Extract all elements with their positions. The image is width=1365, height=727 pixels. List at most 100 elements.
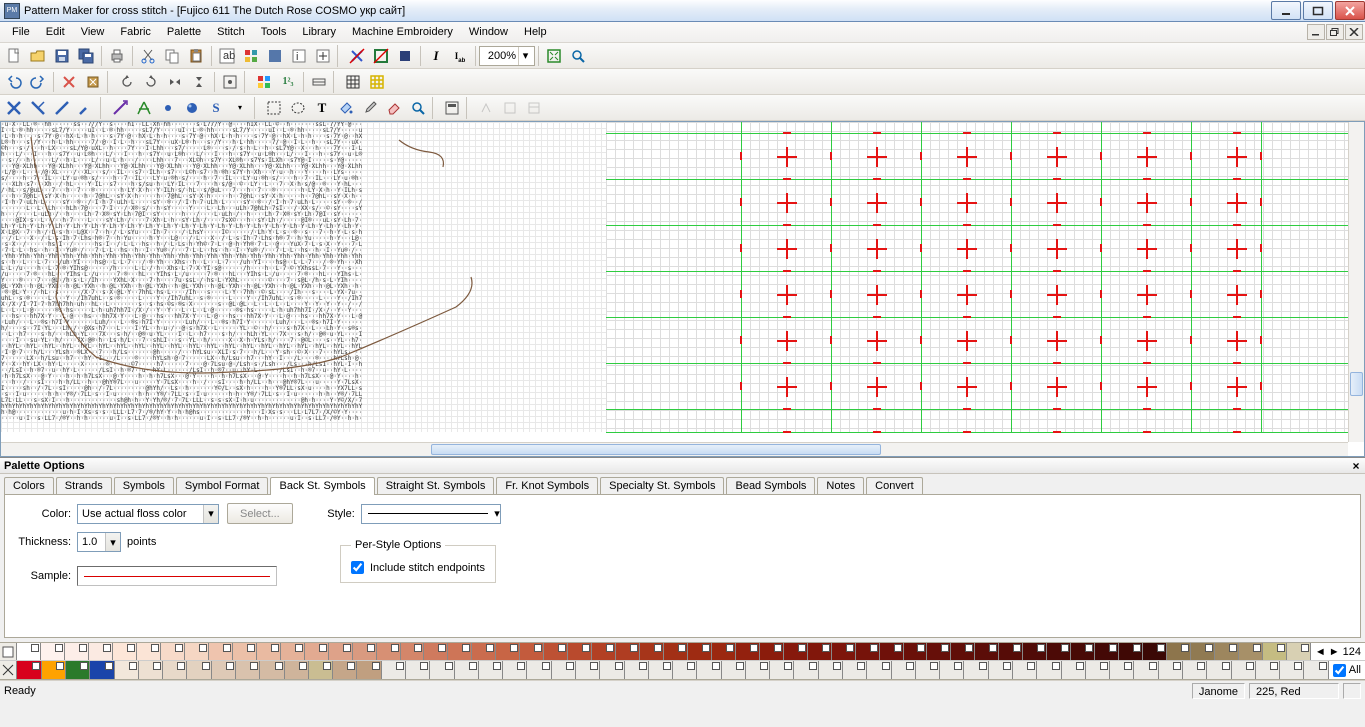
palette-swatch[interactable] (353, 643, 377, 660)
tab-specialty-st--symbols[interactable]: Specialty St. Symbols (600, 477, 724, 495)
zoom-tool-icon[interactable] (567, 45, 589, 67)
menu-palette[interactable]: Palette (159, 23, 209, 41)
palette-swatch[interactable] (305, 643, 329, 660)
tab-bead-symbols[interactable]: Bead Symbols (726, 477, 815, 495)
palette-swatch[interactable] (1167, 643, 1191, 660)
color-combo[interactable]: Use actual floss color▾ (77, 504, 219, 524)
clear-icon[interactable] (58, 71, 80, 93)
menu-help[interactable]: Help (516, 23, 555, 41)
flip-v-icon[interactable] (188, 71, 210, 93)
palette-swatch[interactable] (1095, 643, 1119, 660)
tab-notes[interactable]: Notes (817, 477, 864, 495)
palette-swatch[interactable] (832, 643, 856, 660)
palette-swatch[interactable] (688, 643, 712, 660)
palette-swatch[interactable] (163, 661, 187, 679)
palette-swatch[interactable] (664, 643, 688, 660)
palette-swatch[interactable] (455, 661, 479, 679)
palette-swatch[interactable] (430, 661, 454, 679)
palette-swatch[interactable] (1256, 661, 1280, 679)
palette-swatch[interactable] (1037, 661, 1061, 679)
view-symbols-icon[interactable]: ab (216, 45, 238, 67)
palette-swatch[interactable] (940, 661, 964, 679)
style-combo[interactable]: ▾ (361, 504, 501, 524)
palette-swatch[interactable] (333, 661, 357, 679)
palette-swatch[interactable] (568, 643, 592, 660)
palette-swatch[interactable] (843, 661, 867, 679)
palette-swatch[interactable] (503, 661, 527, 679)
mdi-minimize-button[interactable] (1307, 24, 1325, 40)
palette-swatch[interactable] (951, 643, 975, 660)
palette-swatch[interactable] (904, 643, 928, 660)
text-tool-icon[interactable]: T (311, 97, 333, 119)
tab-fr--knot-symbols[interactable]: Fr. Knot Symbols (496, 477, 598, 495)
layout-tool-icon[interactable] (441, 97, 463, 119)
palette-swatch[interactable] (1287, 643, 1311, 660)
fit-window-icon[interactable] (543, 45, 565, 67)
palette-swatch[interactable] (185, 643, 209, 660)
palette-swatch[interactable] (424, 643, 448, 660)
palette-swatch[interactable] (625, 661, 649, 679)
palette-swatch[interactable] (527, 661, 551, 679)
specialty-dd-icon[interactable]: ▾ (229, 97, 251, 119)
insert-caption-icon[interactable]: Iab (449, 45, 471, 67)
palette-swatch[interactable] (1191, 643, 1215, 660)
palette-swatch[interactable] (17, 643, 41, 660)
palette-swatch[interactable] (1183, 661, 1207, 679)
palette-swatch[interactable] (892, 661, 916, 679)
palette-swatch[interactable] (552, 661, 576, 679)
palette-swatch[interactable] (712, 643, 736, 660)
palette-swatch[interactable] (1239, 643, 1263, 660)
palette-swatch[interactable] (41, 643, 65, 660)
strip-stitch-icon[interactable] (0, 661, 17, 679)
menu-file[interactable]: File (4, 23, 38, 41)
palette-swatch[interactable] (989, 661, 1013, 679)
menu-view[interactable]: View (73, 23, 113, 41)
view-info-icon[interactable]: i (288, 45, 310, 67)
hide-backstitch-icon[interactable] (346, 45, 368, 67)
menu-library[interactable]: Library (294, 23, 344, 41)
paste-icon[interactable] (185, 45, 207, 67)
palette-swatch[interactable] (867, 661, 891, 679)
tab-colors[interactable]: Colors (4, 477, 54, 495)
view-solid-icon[interactable] (264, 45, 286, 67)
vertical-scrollbar[interactable] (1348, 122, 1364, 442)
tab-symbols[interactable]: Symbols (114, 477, 174, 495)
palette-swatch[interactable] (90, 661, 114, 679)
copy-icon[interactable] (161, 45, 183, 67)
v-scroll-thumb[interactable] (1350, 372, 1363, 396)
zoom-tool2-icon[interactable] (407, 97, 429, 119)
hide-grid-icon[interactable] (394, 45, 416, 67)
palette-swatch[interactable] (357, 661, 381, 679)
palette-swatch[interactable] (746, 661, 770, 679)
scroll-right-icon[interactable]: ► (1329, 646, 1340, 658)
view-machine-icon[interactable] (312, 45, 334, 67)
palette-swatch[interactable] (927, 643, 951, 660)
palette-swatch[interactable] (640, 643, 664, 660)
fill-tool-icon[interactable] (335, 97, 357, 119)
palette-swatch[interactable] (42, 661, 66, 679)
palette-swatch[interactable] (1023, 643, 1047, 660)
undo-icon[interactable] (3, 71, 25, 93)
palette-swatch[interactable] (401, 643, 425, 660)
maximize-button[interactable] (1303, 1, 1333, 20)
palette-swatch[interactable] (600, 661, 624, 679)
menu-fabric[interactable]: Fabric (112, 23, 159, 41)
print-icon[interactable] (106, 45, 128, 67)
close-button[interactable] (1335, 1, 1365, 20)
palette-swatch[interactable] (880, 643, 904, 660)
tab-strands[interactable]: Strands (56, 477, 112, 495)
tab-straight-st--symbols[interactable]: Straight St. Symbols (377, 477, 495, 495)
palette-swatch[interactable] (1110, 661, 1134, 679)
palette-swatch[interactable] (137, 643, 161, 660)
palette-swatch[interactable] (916, 661, 940, 679)
palette-swatch[interactable] (975, 643, 999, 660)
palette-swatch[interactable] (187, 661, 211, 679)
tab-convert[interactable]: Convert (866, 477, 923, 495)
tab-back-st--symbols[interactable]: Back St. Symbols (270, 477, 374, 495)
palette-swatch[interactable] (964, 661, 988, 679)
redo-icon[interactable] (27, 71, 49, 93)
palette-swatch[interactable] (1159, 661, 1183, 679)
design-canvas[interactable]: ·u·X··LL·®··hh······ss··7//Y··s····hI··L… (0, 121, 1365, 457)
backstitch-icon[interactable] (109, 97, 131, 119)
h-scroll-thumb[interactable] (431, 444, 881, 455)
